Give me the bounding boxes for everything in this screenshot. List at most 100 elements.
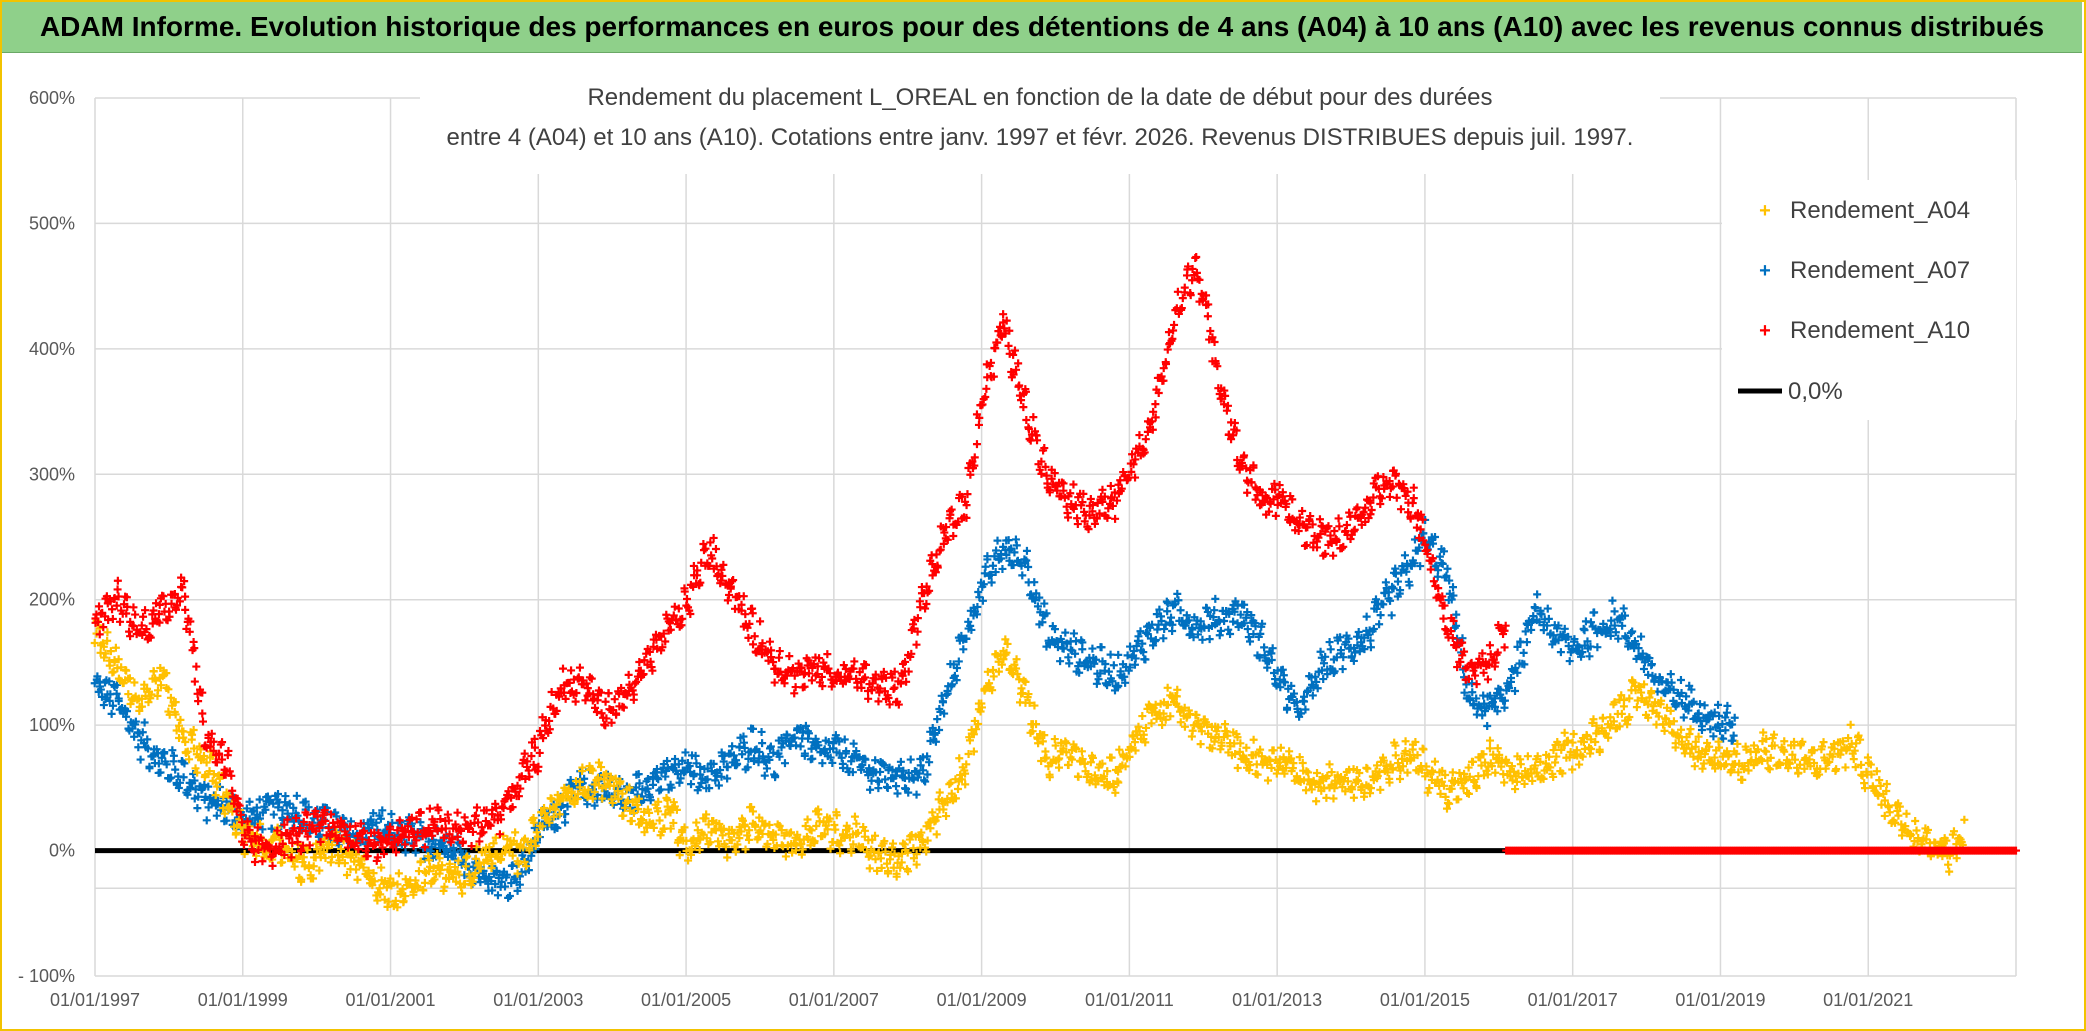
point-rendement-a07 [780,759,789,768]
point-rendement-a07 [93,672,102,681]
point-rendement-a07 [987,578,996,587]
point-rendement-a04 [336,844,345,853]
point-rendement-a04 [430,875,439,884]
point-rendement-a07 [366,815,375,824]
point-rendement-a04 [642,823,651,832]
point-rendement-a04 [176,715,185,724]
point-rendement-a07 [896,757,905,766]
point-rendement-a07 [1505,684,1514,693]
point-rendement-a07 [1460,688,1469,697]
point-rendement-a04 [171,698,180,707]
point-rendement-a07 [720,751,729,760]
point-rendement-a07 [933,715,942,724]
point-rendement-a04 [721,842,730,851]
point-rendement-a04 [297,875,306,884]
y-tick-label: 100% [29,715,75,735]
point-rendement-a07 [1363,631,1372,640]
point-rendement-a07 [1176,606,1185,615]
point-rendement-a07 [131,717,140,726]
y-tick-label: 0% [49,841,75,861]
point-rendement-a07 [1493,707,1502,716]
point-rendement-a04 [90,638,99,647]
point-rendement-a07 [1559,631,1568,640]
point-rendement-a07 [1694,709,1703,718]
point-rendement-a04 [294,852,303,861]
point-rendement-a04 [719,824,728,833]
point-rendement-a07 [1312,677,1321,686]
point-rendement-a07 [755,747,764,756]
point-rendement-a04 [103,636,112,645]
point-rendement-a07 [1611,628,1620,637]
point-rendement-a04 [769,835,778,844]
point-rendement-a07 [1554,621,1563,630]
point-rendement-a04 [350,857,359,866]
point-rendement-a07 [1316,647,1325,656]
point-rendement-a07 [777,734,786,743]
point-rendement-a04 [706,838,715,847]
point-rendement-a07 [1438,559,1447,568]
point-rendement-a07 [895,764,904,773]
point-rendement-a04 [488,859,497,868]
point-rendement-a07 [1452,621,1461,630]
point-rendement-a07 [1336,633,1345,642]
point-rendement-a07 [1240,600,1249,609]
point-rendement-a07 [987,570,996,579]
point-rendement-a07 [212,811,221,820]
point-rendement-a07 [923,770,932,779]
point-rendement-a04 [640,828,649,837]
point-rendement-a07 [492,866,501,875]
point-rendement-a04 [654,807,663,816]
point-rendement-a07 [1610,621,1619,630]
point-rendement-a07 [1174,596,1183,605]
point-rendement-a07 [258,825,267,834]
point-rendement-a04 [419,886,428,895]
point-rendement-a07 [281,792,290,801]
point-rendement-a04 [520,857,529,866]
point-rendement-a07 [966,621,975,630]
point-rendement-a07 [1691,714,1700,723]
point-rendement-a07 [189,770,198,779]
point-rendement-a07 [1157,617,1166,626]
point-rendement-a07 [893,789,902,798]
point-rendement-a07 [1513,642,1522,651]
point-rendement-a07 [1500,703,1509,712]
point-rendement-a07 [871,756,880,765]
point-rendement-a04 [531,841,540,850]
point-rendement-a04 [149,667,158,676]
point-rendement-a07 [1002,550,1011,559]
point-rendement-a07 [1121,678,1130,687]
point-rendement-a07 [1355,647,1364,656]
point-rendement-a07 [635,779,644,788]
point-rendement-a04 [429,864,438,873]
point-rendement-a07 [1276,683,1285,692]
point-rendement-a04 [584,785,593,794]
point-rendement-a07 [1075,668,1084,677]
point-rendement-a04 [634,805,643,814]
point-rendement-a07 [1640,658,1649,667]
point-rendement-a07 [1319,659,1328,668]
point-rendement-a07 [1309,683,1318,692]
point-rendement-a07 [222,816,231,825]
point-rendement-a07 [687,780,696,789]
point-rendement-a07 [1061,628,1070,637]
point-rendement-a07 [762,764,771,773]
point-rendement-a04 [620,803,629,812]
point-rendement-a04 [741,845,750,854]
point-rendement-a07 [1577,652,1586,661]
point-rendement-a07 [663,757,672,766]
point-rendement-a04 [747,802,756,811]
point-rendement-a07 [881,775,890,784]
point-rendement-a04 [393,903,402,912]
point-rendement-a07 [1225,609,1234,618]
point-rendement-a07 [1149,641,1158,650]
point-rendement-a07 [940,709,949,718]
point-rendement-a07 [513,886,522,895]
point-rendement-a04 [611,774,620,783]
point-rendement-a07 [269,799,278,808]
point-rendement-a04 [411,876,420,885]
point-rendement-a07 [1676,676,1685,685]
point-rendement-a07 [1125,663,1134,672]
point-rendement-a07 [369,809,378,818]
point-rendement-a07 [1005,556,1014,565]
point-rendement-a04 [283,845,292,854]
